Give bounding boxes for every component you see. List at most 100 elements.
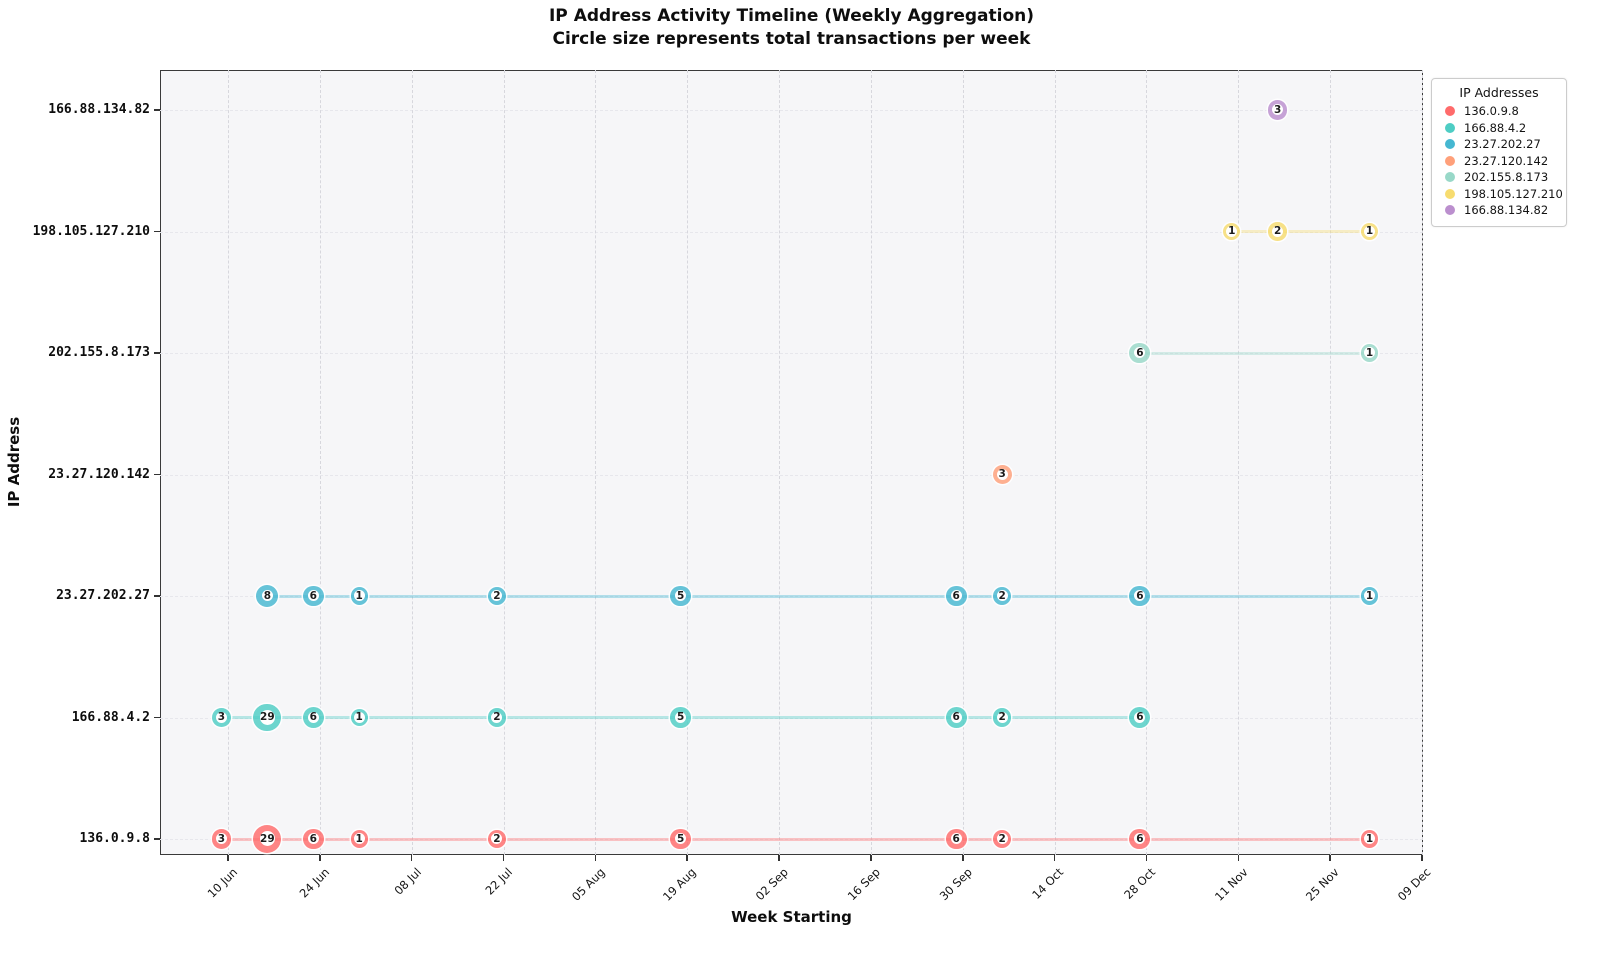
data-point-core [307,833,319,845]
data-point-bubble: 6 [945,585,967,607]
data-point-value: 29 [260,832,275,845]
gridline-vertical [779,70,781,855]
data-point-value: 2 [998,589,1006,602]
legend-entries: 136.0.9.8 166.88.4.2 23.27.202.27 23.27.120… [1441,103,1563,219]
y-tick-label: 23.27.202.27 [56,588,150,603]
data-point-bubble: 3 [211,829,232,849]
data-point-core [996,833,1008,845]
legend-entry: 23.27.202.27 [1441,136,1557,153]
data-point-core [259,831,275,847]
data-point-core [259,709,275,725]
x-tick-mark [1237,855,1240,861]
gridline-horizontal [160,110,1423,111]
data-point-core [1134,347,1146,359]
data-point-core [950,711,962,723]
x-axis-label: Week Starting [731,908,852,926]
x-tick-label: 25 Nov [1303,865,1343,904]
data-point-core [996,468,1008,480]
gridline-vertical [228,70,229,855]
data-point-core [675,590,687,602]
y-tick-label: 166.88.4.2 [71,709,150,725]
data-point-core [353,711,365,723]
gridline-vertical [870,70,872,855]
y-tick-mark [154,109,160,111]
legend-swatch [1445,205,1455,216]
y-axis-label: IP Address [5,416,23,508]
data-point-value: 6 [952,589,960,602]
data-point-bubble: 29 [253,825,282,853]
x-tick-mark [594,855,597,861]
x-tick-label: 19 Aug [660,865,700,904]
x-tick-label: 09 Dec [1395,865,1434,904]
legend-swatch [1445,172,1455,183]
gridline-vertical [503,70,505,855]
gridline-vertical [1054,70,1056,855]
y-tick-mark [154,230,160,233]
data-point-value: 5 [676,832,685,845]
y-tick-label: 166.88.134.82 [48,102,150,117]
data-point-bubble: 2 [487,708,507,727]
y-tick-mark [154,352,160,354]
data-point-core [353,590,365,602]
gridline-vertical [1330,70,1332,855]
data-point-core [1363,347,1375,359]
y-tick-label: 136.0.9.8 [79,831,150,846]
data-point-bubble: 2 [1268,222,1287,241]
chart-title: IP Address Activity Timeline (Weekly Agg… [548,6,1035,26]
data-point-value: 5 [676,589,685,602]
x-tick-label: 16 Sep [844,865,883,904]
data-point-bubble: 1 [1360,222,1379,241]
legend-title: IP Addresses [1459,85,1539,100]
data-point-core [1226,225,1238,237]
y-tick-mark [154,716,160,719]
x-tick-mark [962,855,964,861]
data-point-value: 1 [355,832,363,845]
data-point-value: 1 [355,711,363,724]
data-point-value: 6 [1136,346,1144,359]
data-point-value: 1 [1228,225,1236,238]
data-point-bubble: 1 [1223,222,1241,241]
data-point-value: 6 [309,832,317,845]
gridline-vertical [962,70,964,855]
y-tick-mark [154,838,160,840]
data-point-value: 3 [998,468,1006,481]
y-tick-label: 198.105.127.210 [32,223,150,239]
x-tick-mark [870,855,872,861]
data-point-value: 2 [493,589,501,602]
data-point-value: 6 [1136,711,1144,724]
data-point-core [1272,225,1284,237]
plot-area [160,70,1423,855]
gridline-horizontal [160,839,1423,840]
data-point-value: 2 [998,711,1006,724]
data-point-value: 29 [260,711,275,724]
data-point-value: 2 [1273,225,1282,238]
data-point-bubble: 3 [992,464,1012,485]
data-point-core [950,833,962,845]
x-tick-mark [686,855,688,861]
gridline-vertical [687,70,689,855]
x-tick-mark [319,855,321,861]
data-point-value: 2 [998,832,1006,845]
y-tick-mark [154,473,160,476]
legend-entry: 166.88.4.2 [1441,120,1557,137]
series-line [1231,230,1370,233]
x-tick-mark [227,855,229,861]
gridline-horizontal [160,474,1423,476]
gridline-horizontal [160,353,1423,354]
data-point-value: 8 [263,589,271,602]
data-point-bubble: 1 [350,587,368,605]
data-point-core [491,833,503,845]
data-point-bubble: 2 [992,829,1012,849]
data-point-value: 2 [493,832,501,845]
data-point-core [675,711,687,723]
data-point-core [1134,711,1146,723]
data-point-core [307,711,319,723]
data-point-bubble: 5 [670,585,691,607]
data-point-core [1134,590,1146,602]
data-point-bubble: 5 [670,828,691,850]
data-point-bubble: 8 [256,585,279,607]
data-point-bubble: 6 [945,707,967,728]
legend-label: 198.105.127.210 [1464,186,1563,201]
y-tick-label: 23.27.120.142 [48,466,150,482]
data-point-bubble: 1 [350,830,368,848]
